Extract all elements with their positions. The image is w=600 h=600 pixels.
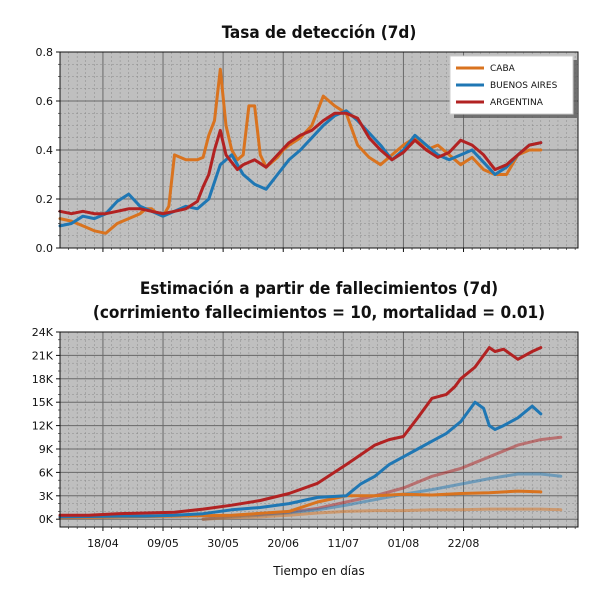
bottom-chart-subtitle: (corrimiento fallecimientos = 10, mortal…: [93, 303, 545, 323]
legend: CABA BUENOS AIRES ARGENTINA: [449, 55, 577, 118]
x-tick-label: 18/04: [87, 537, 119, 550]
x-tick-label: 30/05: [207, 537, 239, 550]
y-tick-label: 9K: [39, 443, 54, 456]
x-tick-label: 20/06: [267, 537, 299, 550]
bottom-y-tick-labels: 0K 3K 6K 9K 12K 15K 18K 21K 24K: [32, 326, 54, 526]
legend-label-argentina: ARGENTINA: [490, 98, 544, 108]
y-tick-label: 21K: [32, 349, 54, 362]
y-tick-label: 0.8: [36, 46, 54, 59]
y-tick-label: 0K: [39, 513, 54, 526]
top-ticks: [56, 51, 576, 252]
bottom-chart-title: Estimación a partir de fallecimientos (7…: [140, 279, 498, 299]
top-y-tick-labels: 0.0 0.2 0.4 0.6 0.8: [36, 46, 54, 255]
bottom-ticks: [56, 331, 576, 531]
y-tick-label: 0.2: [36, 193, 54, 206]
top-chart-title: Tasa de detección (7d): [222, 23, 417, 43]
x-tick-label: 09/05: [147, 537, 179, 550]
series-line: [58, 67, 543, 235]
legend-label-caba: CABA: [490, 64, 516, 74]
series-line: [58, 346, 543, 517]
y-tick-label: 18K: [32, 373, 54, 386]
bottom-plot-area: [60, 332, 578, 527]
x-axis-label: Tiempo en días: [272, 564, 365, 578]
series-line: [201, 507, 563, 521]
top-series-lines: [58, 67, 543, 235]
series-line: [58, 400, 543, 519]
y-tick-label: 24K: [32, 326, 54, 339]
series-line: [58, 111, 543, 216]
top-chart: 0.0 0.2 0.4 0.6 0.8 CABA BUENOS AIRES ARGENT…: [36, 46, 579, 255]
bottom-chart: 0K 3K 6K 9K 12K 15K 18K 21K 24K 18/04 09/05 30/05 2…: [32, 326, 579, 550]
series-line: [58, 109, 543, 228]
x-tick-label: 01/08: [388, 537, 420, 550]
y-tick-label: 6K: [39, 466, 54, 479]
bottom-axes-frame: [59, 331, 579, 528]
x-tick-label: 11/07: [327, 537, 359, 550]
y-tick-label: 3K: [39, 490, 54, 503]
y-tick-label: 15K: [32, 396, 54, 409]
y-tick-label: 12K: [32, 420, 54, 433]
bottom-series-lines: [58, 346, 563, 521]
series-line: [201, 472, 563, 521]
bottom-x-tick-labels: 18/04 09/05 30/05 20/06 11/07 01/08 22/08: [87, 537, 479, 550]
x-tick-label: 22/08: [448, 537, 480, 550]
legend-label-buenos-aires: BUENOS AIRES: [490, 81, 558, 91]
y-tick-label: 0.4: [36, 144, 54, 157]
y-tick-label: 0.0: [36, 242, 54, 255]
y-tick-label: 0.6: [36, 95, 54, 108]
